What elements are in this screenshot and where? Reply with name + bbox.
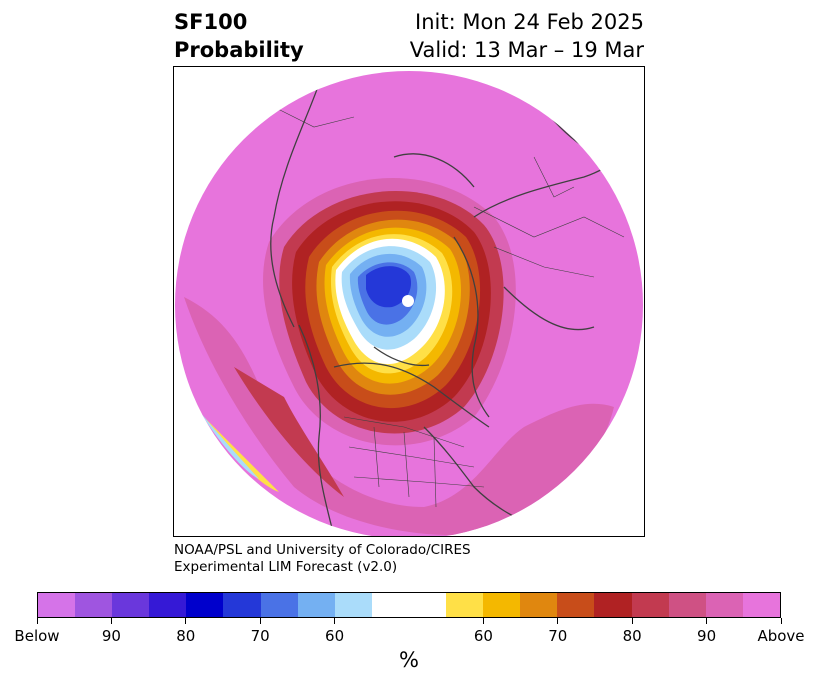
colorbar-tick-label: 60 bbox=[473, 627, 493, 645]
probability-colorbar bbox=[37, 592, 781, 618]
colorbar-segment bbox=[334, 593, 372, 617]
colorbar-tick bbox=[185, 618, 187, 624]
colorbar-segment bbox=[705, 593, 743, 617]
colorbar-segment bbox=[149, 593, 187, 617]
pole-marker bbox=[402, 295, 414, 307]
above-90-west-band bbox=[184, 297, 614, 536]
colorbar-segment bbox=[186, 593, 224, 617]
colorbar-tick bbox=[110, 618, 112, 624]
colorbar-segment bbox=[557, 593, 595, 617]
colorbar-segment bbox=[75, 593, 113, 617]
above-west-edge-bands bbox=[204, 417, 279, 492]
colorbar-segment bbox=[112, 593, 150, 617]
above-80-tail bbox=[234, 367, 344, 497]
colorbar-segment bbox=[371, 593, 409, 617]
colorbar-tick bbox=[334, 618, 336, 624]
political-borders bbox=[273, 106, 625, 508]
colorbar-segment bbox=[408, 593, 447, 617]
colorbar-segment bbox=[520, 593, 558, 617]
probability-map bbox=[175, 71, 643, 536]
colorbar-tick-label: Above bbox=[757, 627, 805, 645]
colorbar-tick-label: 70 bbox=[548, 627, 568, 645]
field-label: Probability bbox=[174, 38, 304, 62]
colorbar-tick bbox=[36, 618, 38, 624]
colorbar-segment bbox=[668, 593, 706, 617]
credit-line-2: Experimental LIM Forecast (v2.0) bbox=[174, 559, 398, 575]
colorbar-tick-label: 90 bbox=[101, 627, 121, 645]
colorbar-tick-label: 80 bbox=[176, 627, 196, 645]
colorbar-segment bbox=[260, 593, 298, 617]
map-title-block: SF100 Probability bbox=[174, 8, 304, 64]
colorbar-tick bbox=[631, 618, 633, 624]
colorbar-tick-label: 80 bbox=[622, 627, 642, 645]
colorbar-tick-label: 90 bbox=[697, 627, 717, 645]
colorbar-segment bbox=[594, 593, 632, 617]
colorbar-segment bbox=[742, 593, 780, 617]
valid-period: Valid: 13 Mar – 19 Mar bbox=[409, 38, 644, 62]
colorbar-tick-label: 60 bbox=[325, 627, 345, 645]
forecast-dates-block: Init: Mon 24 Feb 2025 Valid: 13 Mar – 19… bbox=[410, 8, 644, 64]
credit-block: NOAA/PSL and University of Colorado/CIRE… bbox=[174, 542, 471, 576]
below-70-core bbox=[366, 266, 412, 308]
colorbar-segment bbox=[446, 593, 484, 617]
colorbar-segment bbox=[223, 593, 261, 617]
colorbar-tick bbox=[259, 618, 261, 624]
colorbar-segment bbox=[297, 593, 335, 617]
colorbar-tick-label: Below bbox=[14, 627, 60, 645]
colorbar-unit-label: % bbox=[399, 648, 419, 672]
polar-map-panel bbox=[173, 66, 645, 537]
colorbar-tick-label: 70 bbox=[250, 627, 270, 645]
colorbar-tick bbox=[557, 618, 559, 624]
colorbar-segment bbox=[631, 593, 669, 617]
colorbar-segment bbox=[483, 593, 521, 617]
colorbar-tick bbox=[780, 618, 782, 624]
colorbar-tick bbox=[482, 618, 484, 624]
credit-line-1: NOAA/PSL and University of Colorado/CIRE… bbox=[174, 542, 471, 558]
variable-label: SF100 bbox=[174, 10, 248, 34]
colorbar-tick bbox=[706, 618, 708, 624]
init-date: Init: Mon 24 Feb 2025 bbox=[415, 10, 644, 34]
colorbar-segment bbox=[38, 593, 76, 617]
